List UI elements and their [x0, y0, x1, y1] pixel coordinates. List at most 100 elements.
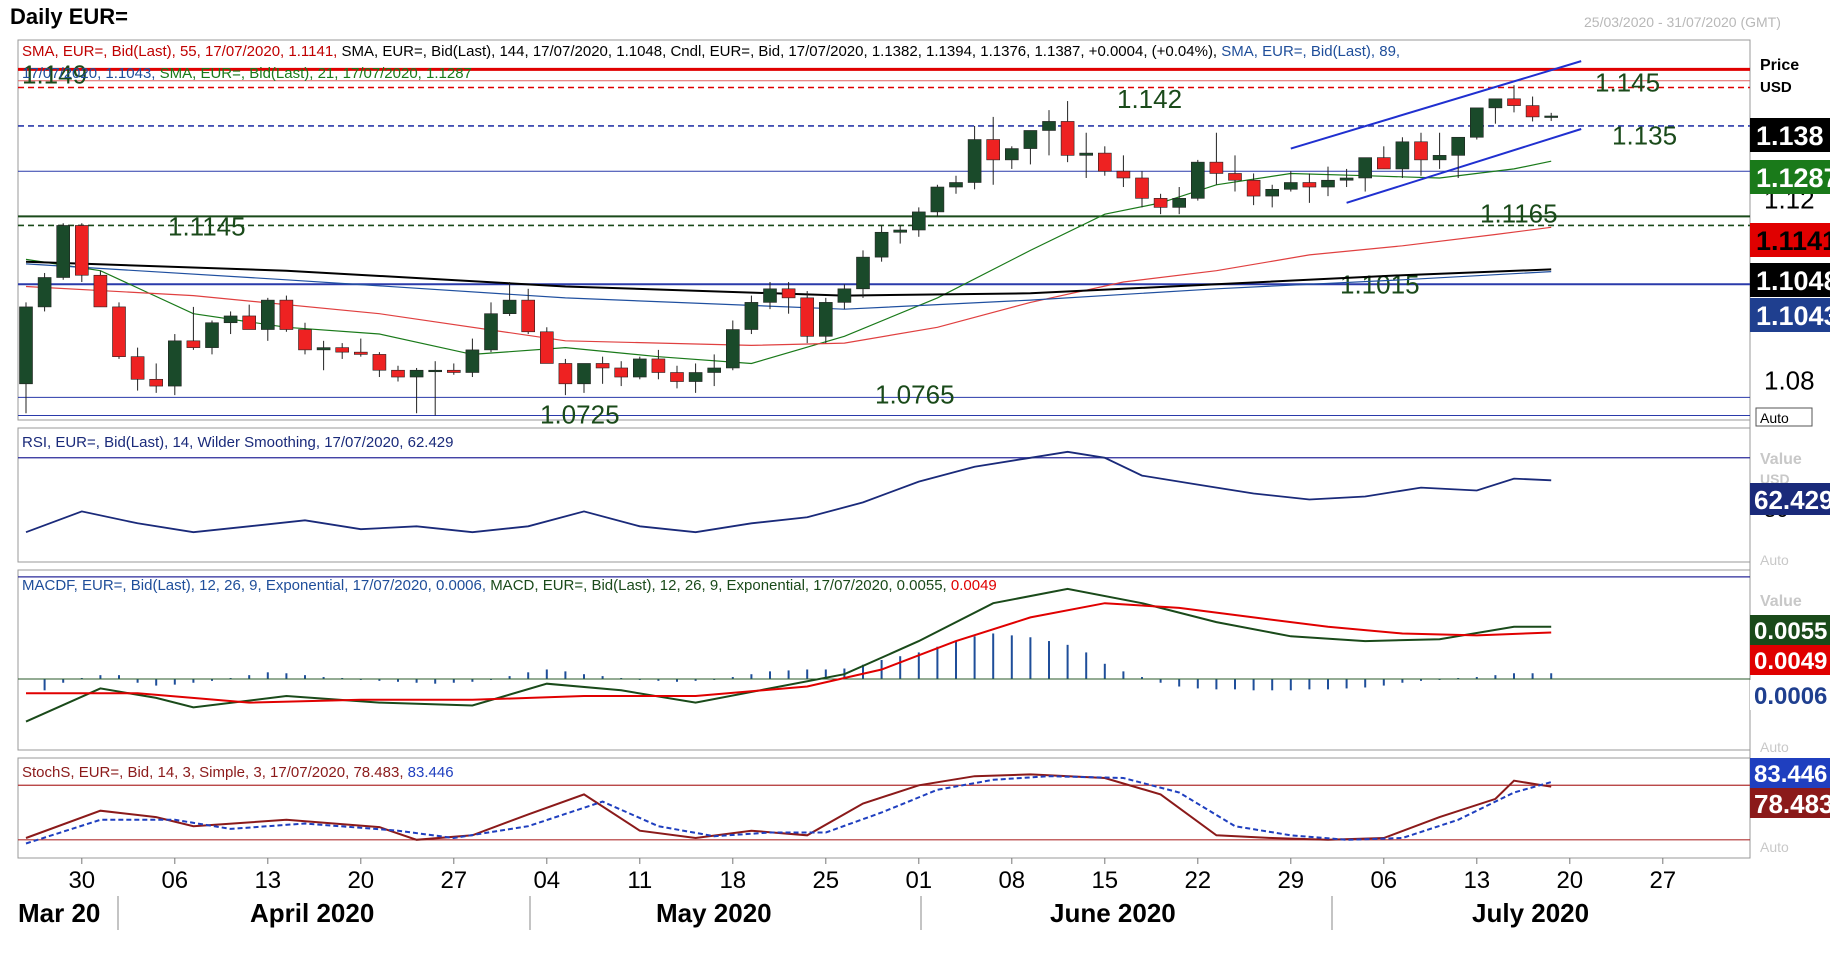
rsi-value-box: [1750, 483, 1830, 515]
macd-hist-bar-40: [787, 670, 790, 679]
macd-hist-bar-57: [1103, 663, 1106, 679]
x-tick-label-16: 20: [1556, 867, 1583, 894]
macd-hist-bar-55: [1066, 644, 1069, 679]
macd-hist-bar-46: [899, 656, 902, 679]
macd-hist-bar-49: [955, 641, 957, 679]
level-label-11: 1.0725: [540, 399, 620, 429]
candle-body-64: [1209, 161, 1224, 174]
macd-value-label-1: 0.0049: [1754, 648, 1827, 675]
level-label-5: 1.135: [1612, 121, 1677, 151]
macd-value-label-0: 0.0055: [1754, 618, 1827, 645]
rsi-line: [25, 450, 1552, 534]
macd-signal-line: [26, 602, 1552, 704]
candle-body-23: [446, 369, 461, 373]
last-value-box-2: [1750, 223, 1830, 257]
x-tick-label-4: 27: [440, 867, 467, 894]
macd-hist-bar-56: [1085, 652, 1088, 679]
last-value-label-2: 1.1141: [1756, 226, 1830, 256]
macd-hist-bar-4: [118, 675, 120, 679]
macd-hist-bar-19: [397, 678, 399, 682]
price-auto-box: [1755, 407, 1813, 427]
candle-body-16: [316, 347, 331, 351]
candle-body-43: [818, 302, 833, 337]
candle-body-56: [1060, 121, 1075, 156]
candle-body-49: [930, 186, 945, 213]
candle-body-76: [1432, 155, 1447, 161]
candle-body-60: [1135, 177, 1149, 199]
candle-body-24: [465, 349, 480, 373]
macd-hist-bar-8: [192, 678, 195, 683]
macd-hist-bar-6: [155, 678, 158, 686]
level-label-7: 1.1165: [1480, 198, 1558, 228]
candle-body-80: [1507, 98, 1521, 106]
candle-body-63: [1191, 161, 1205, 199]
stoch-d-line: [25, 775, 1552, 845]
macd-hist-bar-33: [657, 678, 660, 681]
candle-body-51: [967, 139, 982, 183]
macd-axis-label: Value: [1760, 593, 1802, 610]
macd-hist-bar-63: [1215, 678, 1218, 690]
macd-hist-bar-25: [508, 676, 511, 679]
candle-body-4: [93, 274, 108, 308]
candle-body-71: [1339, 177, 1354, 181]
candle-body-37: [707, 367, 722, 373]
macd-hist-bar-62: [1196, 678, 1199, 689]
macd-hist-bar-9: [211, 678, 213, 681]
macd-hist-bar-52: [1010, 635, 1013, 679]
x-tick-label-10: 08: [998, 867, 1025, 894]
price-axis-label: Price: [1760, 57, 1799, 74]
candle-body-38: [725, 329, 740, 369]
stoch-k-line: [25, 773, 1552, 841]
candle-body-14: [279, 299, 294, 330]
candle-body-31: [595, 363, 610, 369]
macd-hist-bar-66: [1271, 678, 1274, 691]
candle-body-22: [428, 369, 443, 373]
channel-lower: [1346, 128, 1582, 204]
candle-body-29: [558, 363, 573, 385]
candle-body-9: [186, 340, 201, 348]
x-tick-label-9: 01: [905, 867, 932, 894]
candle-body-13: [260, 299, 275, 330]
macd-hist-bar-35: [694, 678, 697, 681]
candle-body-58: [1098, 152, 1112, 172]
macd-hist-bar-50: [973, 636, 976, 679]
candle-body-12: [242, 315, 256, 330]
legend-price-row1-item-0: SMA, EUR=, Bid(Last), 55, 17/07/2020, 1.…: [22, 43, 342, 60]
last-value-box-1: [1750, 160, 1830, 194]
candle-body-81: [1525, 105, 1540, 118]
legend-stoch-item-1: 83.446: [408, 764, 454, 781]
candle-body-59: [1116, 170, 1131, 179]
candle-body-48: [911, 211, 926, 231]
candle-body-67: [1265, 188, 1279, 197]
candle-body-32: [614, 367, 629, 378]
candle-body-30: [577, 363, 591, 385]
macd-hist-bar-80: [1531, 673, 1534, 679]
macd-hist-bar-74: [1420, 678, 1422, 681]
macd-hist-bar-44: [862, 664, 864, 679]
legend-price-row2-item-1: SMA, EUR=, Bid(Last), 21, 17/07/2020, 1.…: [160, 65, 472, 82]
macd-hist-bar-28: [564, 671, 567, 679]
legend-price-row1-item-3: SMA, EUR=, Bid(Last), 89,: [1221, 43, 1400, 60]
last-value-label-1: 1.1287: [1756, 163, 1830, 193]
candle-body-20: [391, 369, 405, 378]
last-value-box-3: [1750, 263, 1830, 297]
level-label-10: 1.0765: [875, 379, 955, 409]
candle-body-27: [521, 299, 536, 333]
month-label-3: June 2020: [1050, 898, 1176, 928]
macd-hist-bar-77: [1475, 677, 1478, 679]
x-tick-label-14: 06: [1370, 867, 1397, 894]
macd-hist-bar-27: [545, 669, 548, 679]
x-tick-label-8: 25: [812, 867, 839, 894]
candle-body-28: [539, 331, 554, 364]
candle-body-61: [1153, 198, 1168, 208]
legend-rsi: RSI, EUR=, Bid(Last), 14, Wilder Smoothi…: [22, 434, 453, 451]
candle-body-62: [1172, 198, 1186, 208]
macd-hist-bar-53: [1029, 637, 1032, 679]
candle-body-5: [112, 306, 126, 357]
month-label-2: May 2020: [656, 898, 772, 928]
macd-value-box-0: [1750, 615, 1830, 645]
level-label-8: 1.1145: [168, 211, 246, 241]
candle-body-10: [205, 322, 219, 348]
macd-hist-bar-18: [378, 678, 381, 681]
macd-hist-bar-7: [173, 678, 176, 685]
